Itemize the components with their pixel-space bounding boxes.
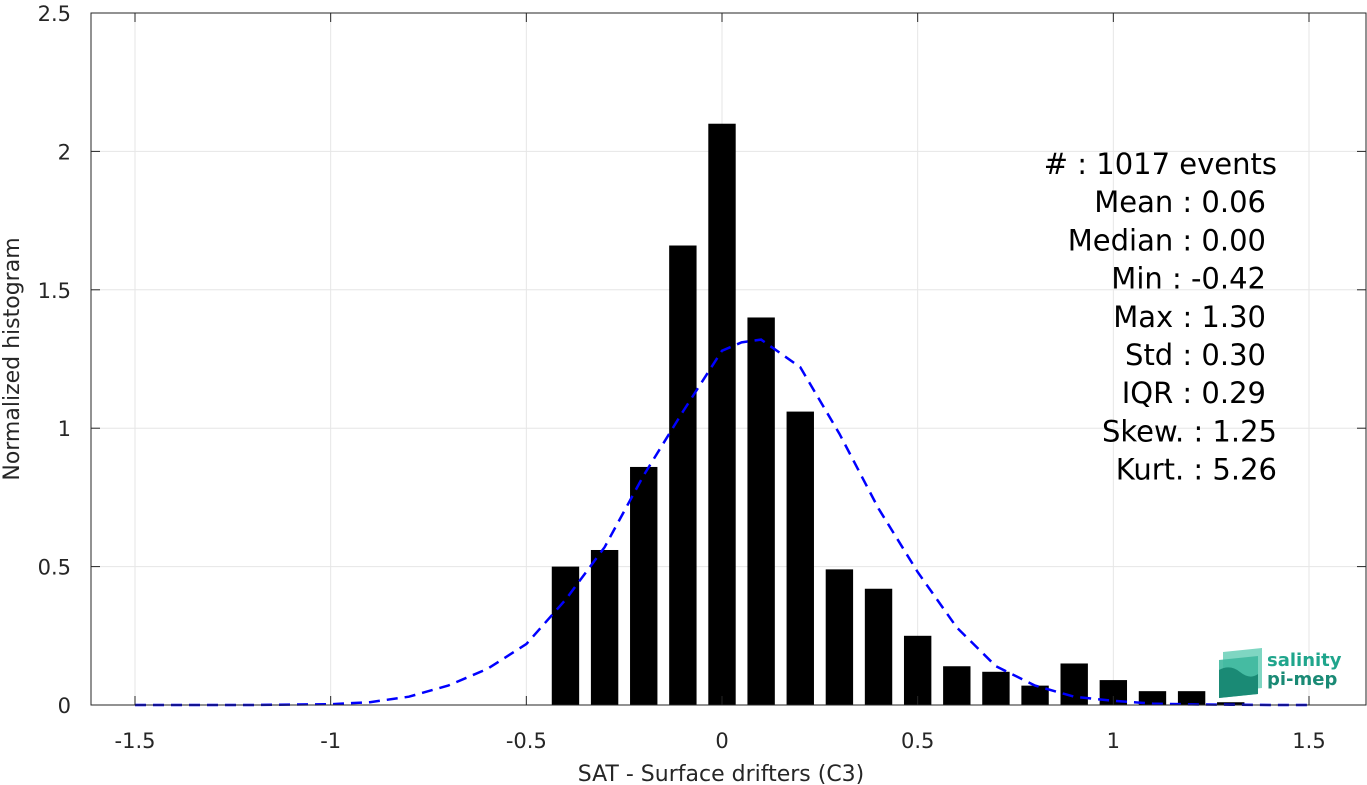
logo-emblem-icon bbox=[1219, 648, 1262, 698]
histogram-bar bbox=[825, 569, 854, 705]
histogram-bar bbox=[1021, 685, 1049, 705]
histogram-bar bbox=[864, 588, 893, 705]
y-tick-label: 1.5 bbox=[38, 279, 71, 303]
plot-frame bbox=[90, 12, 1367, 706]
logo-line2: pi-mep bbox=[1267, 669, 1337, 690]
histogram-bar bbox=[1138, 691, 1167, 705]
logo-line1: salinity bbox=[1267, 650, 1342, 671]
stat-line: Median : 0.00 bbox=[1068, 223, 1266, 257]
x-tick-label: -0.5 bbox=[506, 729, 547, 753]
histogram-bar bbox=[708, 123, 736, 706]
stat-line: Kurt. : 5.26 bbox=[1116, 453, 1277, 487]
stat-line: Mean : 0.06 bbox=[1094, 185, 1266, 219]
histogram-bar bbox=[590, 549, 619, 705]
x-tick-label: 1.5 bbox=[1292, 729, 1325, 753]
stats-box: # : 1017 events Mean : 0.06 Median : 0.00 M… bbox=[1044, 147, 1277, 487]
bars bbox=[551, 123, 1245, 706]
stat-line: Skew. : 1.25 bbox=[1102, 414, 1277, 448]
x-tick-label: 1 bbox=[1107, 729, 1120, 753]
y-axis-label: Normalized histogram bbox=[0, 237, 25, 480]
y-tick-label: 0 bbox=[58, 694, 71, 718]
x-tick-label: 0.5 bbox=[901, 729, 934, 753]
x-tick-label: -1 bbox=[320, 729, 341, 753]
histogram-bar bbox=[669, 245, 697, 705]
x-tick-label: 0 bbox=[715, 729, 728, 753]
y-ticks: 0 0.5 1 1.5 2 2.5 bbox=[38, 2, 1366, 718]
stat-line: IQR : 0.29 bbox=[1122, 376, 1266, 410]
histogram-bar bbox=[551, 566, 580, 705]
salinity-pi-mep-logo: salinity pi-mep bbox=[1219, 648, 1342, 698]
y-tick-label: 0.5 bbox=[38, 556, 71, 580]
stat-line: Max : 1.30 bbox=[1113, 300, 1266, 334]
stat-line: # : 1017 events bbox=[1044, 147, 1277, 181]
histogram-bar bbox=[943, 666, 971, 705]
x-tick-label: -1.5 bbox=[115, 729, 156, 753]
y-tick-label: 1 bbox=[58, 417, 71, 441]
histogram-bar bbox=[982, 671, 1010, 705]
fit-curve bbox=[135, 338, 1309, 707]
histogram-bar bbox=[1177, 691, 1206, 705]
stat-line: Min : -0.42 bbox=[1111, 262, 1266, 296]
x-ticks: -1.5 -1 -0.5 0 0.5 1 1.5 bbox=[115, 13, 1326, 753]
histogram-bar bbox=[630, 466, 658, 705]
histogram-bar bbox=[786, 411, 814, 705]
y-tick-label: 2.5 bbox=[38, 2, 71, 26]
stat-line: Std : 0.30 bbox=[1125, 338, 1266, 372]
histogram-bar bbox=[903, 635, 932, 705]
x-axis-label: SAT - Surface drifters (C3) bbox=[578, 762, 865, 785]
y-tick-label: 2 bbox=[58, 140, 71, 164]
histogram-bar bbox=[747, 317, 775, 705]
